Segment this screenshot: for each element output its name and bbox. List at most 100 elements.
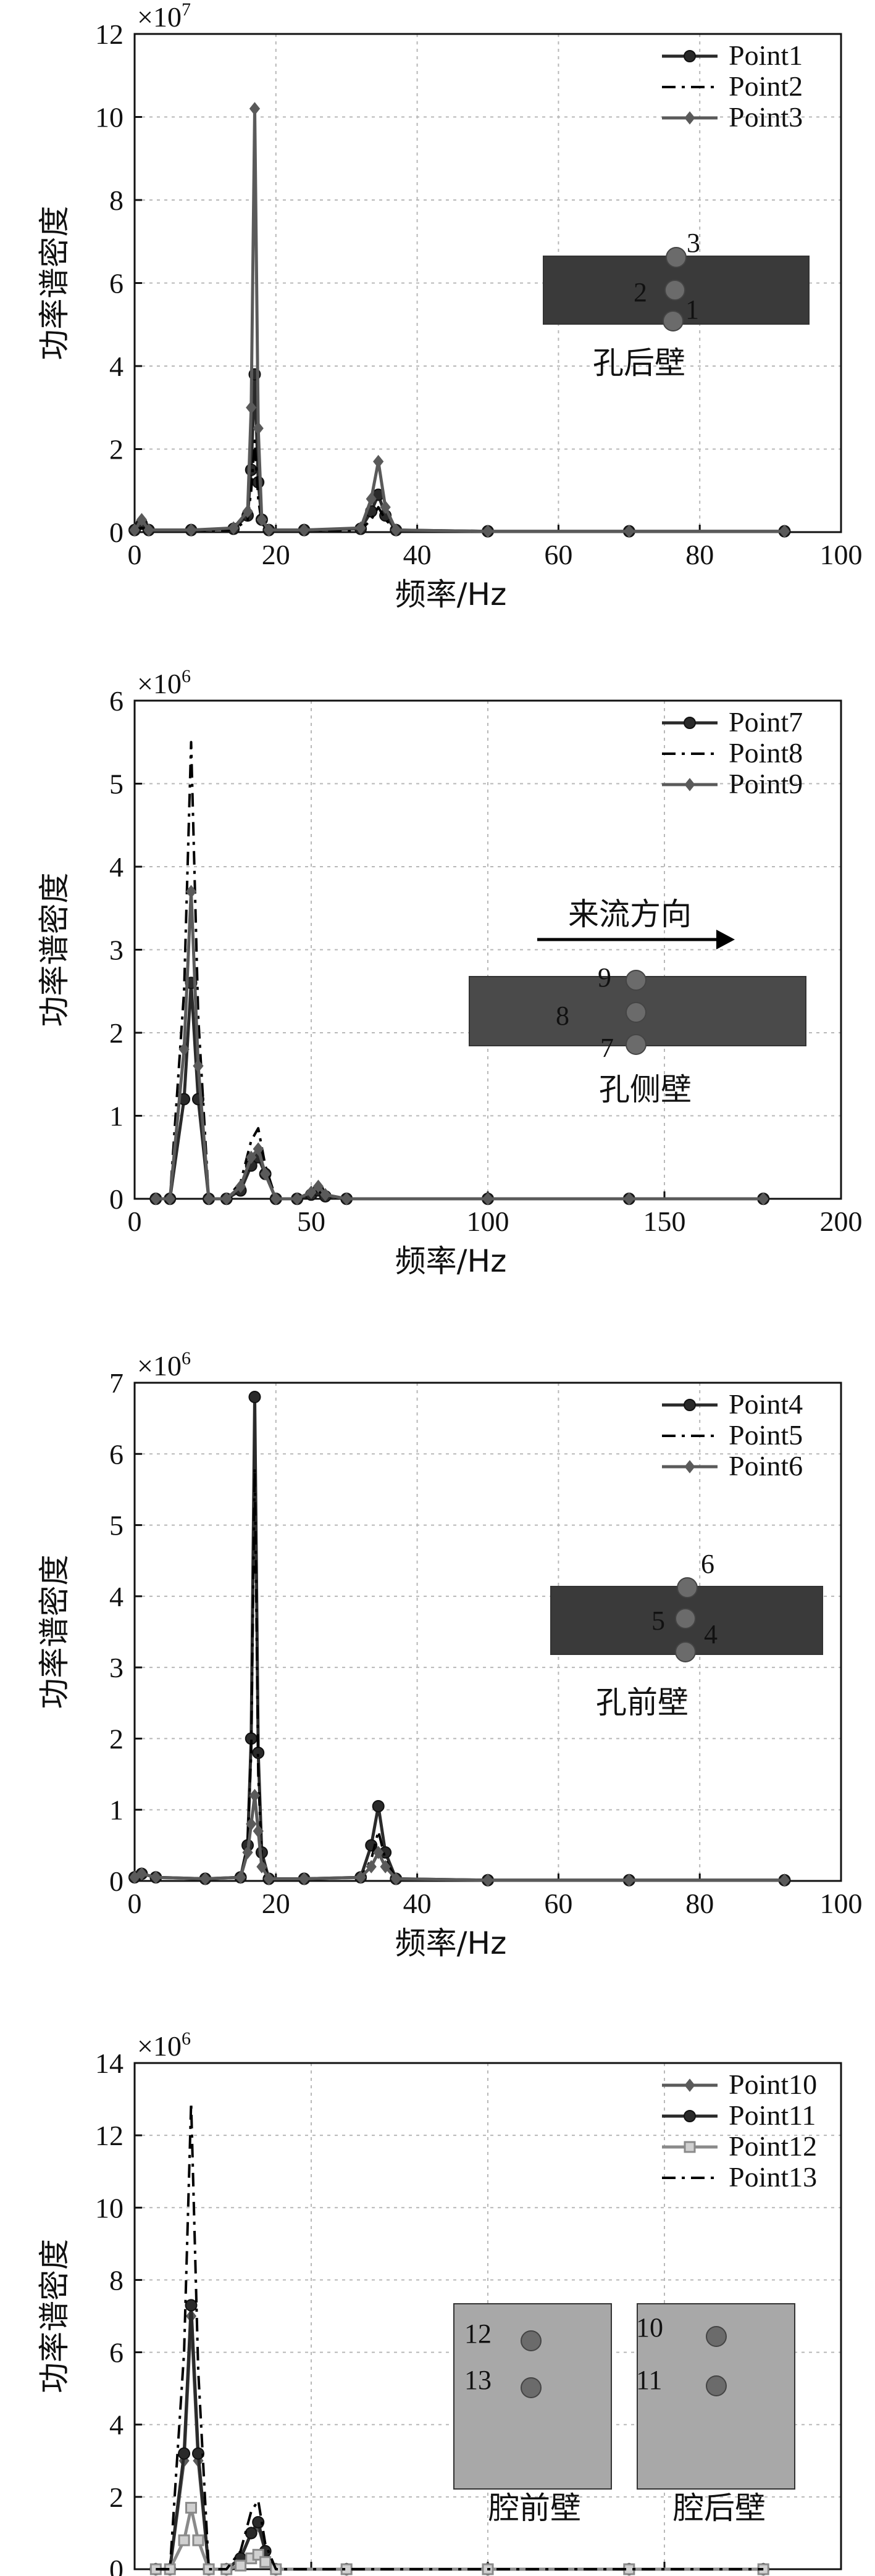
y-tick-label: 4 (109, 851, 124, 883)
measurement-point (664, 280, 685, 301)
data-point (191, 2447, 204, 2460)
y-tick-label: 6 (109, 685, 124, 717)
x-tick-label: 150 (643, 1206, 686, 1237)
point-label: 2 (634, 277, 647, 307)
y-axis-label: 功率谱密度 (36, 206, 72, 361)
series-line (156, 2101, 764, 2570)
x-tick-label: 20 (262, 1888, 290, 1919)
point-label: 8 (556, 1001, 569, 1031)
y-multiplier: ×106 (137, 2028, 191, 2062)
data-point (312, 1180, 324, 1193)
data-point (246, 401, 257, 415)
point-label: 10 (636, 2312, 663, 2343)
legend-label: Point12 (729, 2130, 817, 2162)
data-point (178, 1043, 190, 1056)
data-point (129, 523, 140, 537)
x-tick-label: 60 (544, 1888, 572, 1919)
point-label: 7 (600, 1033, 614, 1063)
y-multiplier: ×106 (137, 666, 191, 699)
data-point (263, 1872, 275, 1886)
x-tick-label: 200 (820, 1206, 863, 1237)
measurement-point (675, 1641, 696, 1662)
x-tick-label: 0 (128, 1888, 142, 1919)
data-point (306, 1185, 317, 1199)
measurement-point (626, 1034, 647, 1055)
data-point (259, 1167, 271, 1181)
x-tick-label: 40 (403, 1888, 432, 1919)
y-tick-label: 2 (109, 1723, 124, 1754)
data-point (199, 1872, 211, 1886)
data-point (341, 1192, 352, 1206)
legend-label: Point8 (729, 737, 803, 769)
x-tick-label: 80 (685, 1888, 714, 1919)
y-tick-label: 5 (109, 769, 124, 800)
y-tick-label: 4 (109, 2409, 124, 2441)
legend-marker (684, 717, 696, 729)
inset-caption: 孔后壁 (593, 345, 685, 381)
data-point (143, 523, 154, 537)
data-point (235, 1870, 246, 1885)
legend-marker (684, 111, 695, 125)
y-multiplier-base: ×10 (137, 1, 182, 33)
legend-label: Point6 (729, 1450, 803, 1482)
measurement-point (706, 2326, 727, 2347)
measurement-point (521, 2377, 542, 2398)
legend-label: Point10 (729, 2069, 817, 2100)
y-tick-label: 7 (109, 1367, 124, 1399)
series-Point6 (129, 1788, 790, 1887)
data-point (373, 1846, 384, 1859)
data-point (624, 1192, 635, 1206)
chart-panel-3: 0 20 40 60 80 10001234567×106频率/Hz功率谱密度Point4… (36, 1348, 863, 1961)
y-tick-label: 0 (109, 1183, 124, 1215)
y-tick-label: 0 (109, 2554, 124, 2576)
x-axis-label: 频率/Hz (395, 1243, 507, 1279)
y-tick-label: 2 (109, 1017, 124, 1049)
data-point (253, 1824, 264, 1838)
legend-marker (684, 778, 695, 791)
inset-caption: 腔后壁 (673, 2490, 766, 2526)
data-point (235, 2559, 247, 2572)
point-label: 9 (598, 962, 611, 993)
data-point (253, 422, 264, 435)
y-multiplier-exponent: 6 (182, 1348, 191, 1369)
y-tick-label: 14 (95, 2048, 124, 2079)
data-point (203, 2563, 215, 2575)
x-tick-label: 0 (128, 1206, 142, 1237)
data-point (380, 500, 391, 514)
data-point (245, 464, 257, 477)
data-point (185, 2299, 198, 2312)
x-tick-label: 80 (685, 539, 714, 570)
y-axis-label: 功率谱密度 (36, 2239, 72, 2393)
y-multiplier: ×107 (137, 0, 191, 33)
data-point (221, 1192, 232, 1206)
y-multiplier-exponent: 6 (182, 666, 191, 686)
measurement-point (626, 970, 647, 991)
y-multiplier: ×106 (137, 1348, 191, 1382)
y-tick-label: 0 (109, 1865, 124, 1897)
point-label: 3 (687, 228, 700, 258)
y-multiplier-exponent: 6 (182, 2028, 191, 2049)
data-point (256, 1860, 267, 1874)
data-point (298, 1872, 310, 1886)
series-Point13 (156, 2101, 764, 2570)
data-point (366, 492, 377, 506)
data-point (242, 1846, 253, 1859)
legend-marker (684, 2078, 695, 2092)
chart-panel-2: 0 50 100 150 2000123456×106频率/Hz功率谱密度Point7P… (36, 666, 863, 1279)
measurement-point (675, 1608, 696, 1629)
chart-panel-4: 05010015020002468101214×106频率/Hz功率谱密度Poi… (36, 2028, 842, 2576)
x-axis-label: 频率/Hz (395, 577, 507, 612)
y-tick-label: 1 (109, 1794, 124, 1826)
data-point (270, 1192, 282, 1206)
x-tick-label: 100 (467, 1206, 509, 1237)
data-point (256, 513, 267, 527)
y-tick-label: 0 (109, 517, 124, 548)
flow-arrow-head (716, 930, 735, 949)
data-point (246, 1817, 257, 1831)
point-label: 12 (464, 2319, 492, 2349)
data-point (355, 1870, 366, 1885)
